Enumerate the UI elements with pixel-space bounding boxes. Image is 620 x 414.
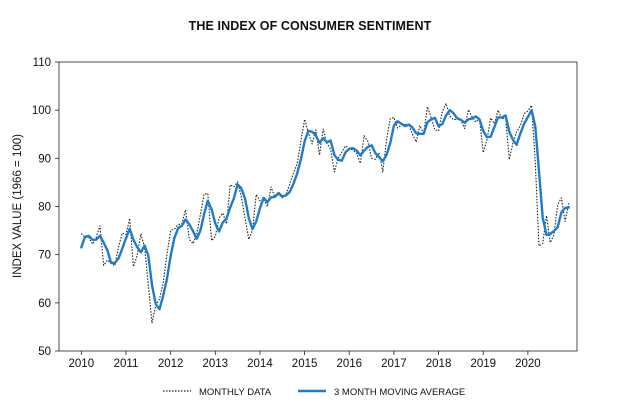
legend: MONTHLY DATA 3 MONTH MOVING AVERAGE [163,387,465,398]
x-tick-label: 2010 [69,358,95,370]
x-tick-label: 2015 [292,358,318,370]
x-tick-label: 2016 [336,358,362,370]
y-axis: 50 60 70 80 90 100 110 [32,57,59,358]
y-tick-label: 90 [38,153,51,165]
x-tick-label: 2013 [202,358,228,370]
y-tick-label: 60 [38,298,51,310]
y-tick-label: 80 [38,202,51,214]
chart-title: THE INDEX OF CONSUMER SENTIMENT [188,19,432,33]
legend-label-moving-average: 3 MONTH MOVING AVERAGE [334,387,465,398]
y-tick-label: 70 [38,250,51,262]
x-tick-label: 2014 [247,358,273,370]
y-axis-title: INDEX VALUE (1966 = 100) [12,134,24,278]
x-tick-label: 2012 [158,358,184,370]
plot-frame [58,61,578,352]
y-tick-label: 110 [33,57,51,69]
x-tick-label: 2019 [470,358,496,370]
series-line-3-month-moving-average [80,108,570,311]
series-line-monthly-data [80,102,570,324]
x-tick-label: 2018 [426,358,452,370]
x-tick-label: 2020 [515,358,541,370]
y-tick-label: 50 [38,346,51,358]
y-tick-label: 100 [32,105,51,117]
x-tick-label: 2017 [381,358,407,370]
x-tick-label: 2011 [114,358,139,370]
x-axis: 2010 2011 2012 2013 2014 2015 2016 2017 2018 2019… [69,351,541,370]
legend-label-monthly: MONTHLY DATA [199,387,272,398]
series-layer [80,102,570,324]
